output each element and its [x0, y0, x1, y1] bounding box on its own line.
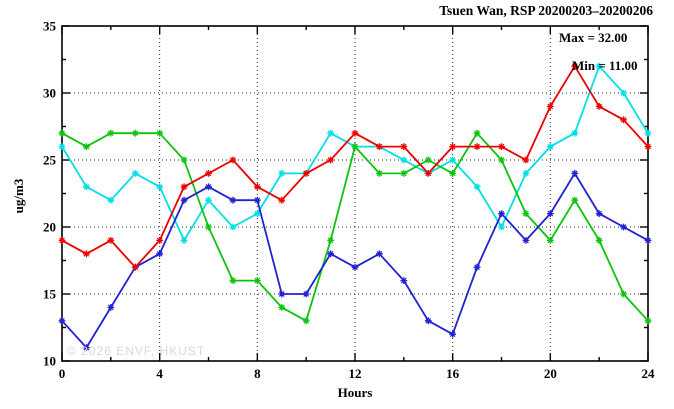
x-tick-label: 20: [544, 366, 557, 381]
min-annotation: Min = 11.00: [572, 58, 638, 73]
blue-line-markers: [58, 170, 652, 351]
x-tick-label: 4: [156, 366, 163, 381]
x-tick-label: 8: [254, 366, 261, 381]
cyan-line-markers: [58, 62, 652, 244]
y-tick-label: 30: [43, 86, 56, 101]
y-tick-label: 20: [43, 220, 56, 235]
y-axis-label: ug/m3: [11, 178, 26, 214]
x-tick-label: 0: [59, 366, 66, 381]
watermark: © 2026 ENVF, HKUST: [67, 344, 206, 358]
y-tick-label: 10: [43, 354, 56, 369]
y-tick-label: 25: [43, 153, 57, 168]
x-tick-label: 24: [642, 366, 656, 381]
y-tick-label: 35: [43, 19, 57, 34]
y-tick-label: 15: [43, 287, 57, 302]
x-tick-label: 12: [349, 366, 362, 381]
chart-title: Tsuen Wan, RSP 20200203–20200206: [439, 3, 653, 18]
green-line-markers: [58, 129, 652, 325]
max-min-annotation: Max = 32.00 Min = 11.00: [559, 31, 638, 73]
blue-line: [61, 172, 649, 349]
max-annotation: Max = 32.00: [559, 30, 628, 45]
red-line-markers: [58, 62, 652, 271]
x-axis-label: Hours: [337, 385, 373, 400]
x-tick-label: 16: [446, 366, 460, 381]
